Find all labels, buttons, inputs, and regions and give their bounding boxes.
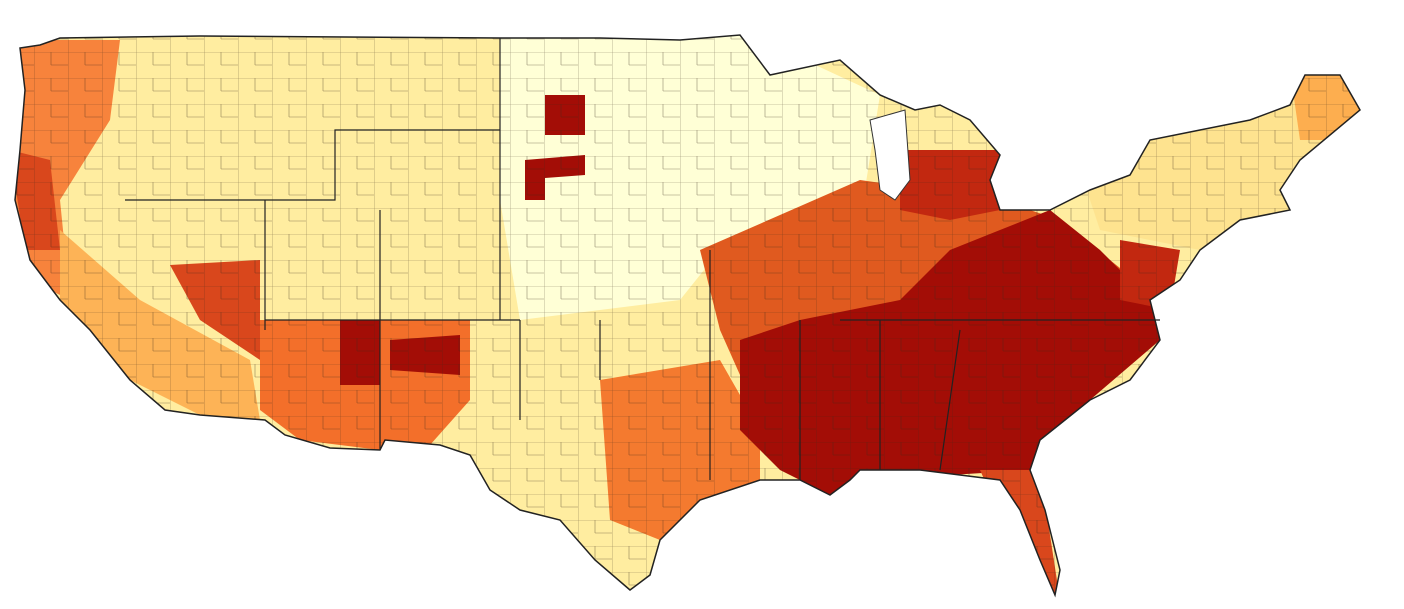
- us-outline: [14, 34, 1361, 598]
- state-borders: [125, 38, 1160, 480]
- lake-michigan: [869, 109, 911, 201]
